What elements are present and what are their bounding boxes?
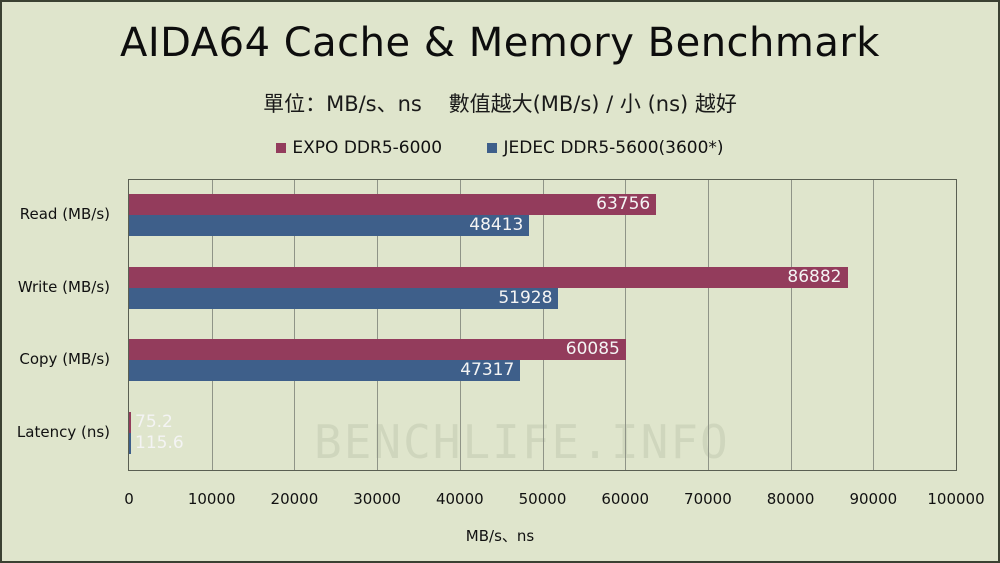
legend-item-expo: EXPO DDR5-6000 <box>276 138 442 158</box>
x-tick-label: 90000 <box>849 490 898 508</box>
gridline <box>873 180 874 470</box>
x-tick-label: 40000 <box>435 490 484 508</box>
bar-value-label: 86882 <box>787 267 842 287</box>
bar-value-label: 47317 <box>460 360 515 380</box>
bar-expo: 60085 <box>129 339 626 360</box>
legend-item-jedec: JEDEC DDR5-5600(3600*) <box>487 138 724 158</box>
bar-value-label: 60085 <box>565 339 620 359</box>
gridline <box>791 180 792 470</box>
bar-expo: 63756 <box>129 194 657 215</box>
bar-expo: 75.2 <box>129 412 173 433</box>
x-axis-title: MB/s、ns <box>465 527 535 545</box>
chart-subtitle: 單位：MB/s、ns 數值越大(MB/s) / 小 (ns) 越好 <box>263 92 737 116</box>
x-tick-label: 20000 <box>270 490 319 508</box>
x-tick-label: 70000 <box>684 490 732 508</box>
watermark: BENCHLIFE.INFO <box>294 414 728 470</box>
bar-jedec: 48413 <box>129 215 530 236</box>
bar-value-label: 48413 <box>469 215 524 235</box>
x-tick-label: 50000 <box>518 490 567 508</box>
category-label: Read (MB/s) <box>19 205 110 224</box>
legend-label-expo: EXPO DDR5-6000 <box>292 138 443 158</box>
gridline <box>708 180 709 470</box>
legend-label-jedec: JEDEC DDR5-5600(3600*) <box>503 138 724 158</box>
legend-swatch-jedec <box>487 143 498 153</box>
x-tick-label: 60000 <box>601 490 650 508</box>
legend-swatch-expo <box>276 143 287 153</box>
x-tick-label: 10000 <box>187 490 236 508</box>
chart-title: AIDA64 Cache & Memory Benchmark <box>120 20 880 66</box>
gridline <box>460 180 461 470</box>
bar-value-label: 63756 <box>596 194 651 214</box>
bar-jedec: 115.6 <box>129 433 184 454</box>
bar-value-label: 75.2 <box>135 412 173 432</box>
gridline <box>543 180 544 470</box>
x-tick-label: 100000 <box>927 490 985 508</box>
gridline <box>377 180 378 470</box>
gridline <box>212 180 213 470</box>
category-label: Write (MB/s) <box>17 277 110 296</box>
x-tick-label: 0 <box>124 490 134 508</box>
bar-jedec: 51928 <box>129 288 559 309</box>
category-label: Copy (MB/s) <box>19 350 110 369</box>
gridline <box>625 180 626 470</box>
x-tick-label: 30000 <box>353 490 401 508</box>
watermark-text: BENCHLIFE.INFO <box>314 415 730 469</box>
category-label: Latency (ns) <box>16 422 110 441</box>
plot-area: 63756 48413 86882 51928 60085 47317 75.2 115.6 <box>128 179 957 471</box>
x-tick-label: 80000 <box>766 490 815 508</box>
bar-jedec: 47317 <box>129 360 521 381</box>
bar-expo: 86882 <box>129 267 848 288</box>
bar-value-label: 51928 <box>498 288 553 308</box>
bar-value-label: 115.6 <box>135 433 184 453</box>
gridline <box>294 180 295 470</box>
legend: EXPO DDR5-6000 JEDEC DDR5-5600(3600*) <box>2 138 998 158</box>
